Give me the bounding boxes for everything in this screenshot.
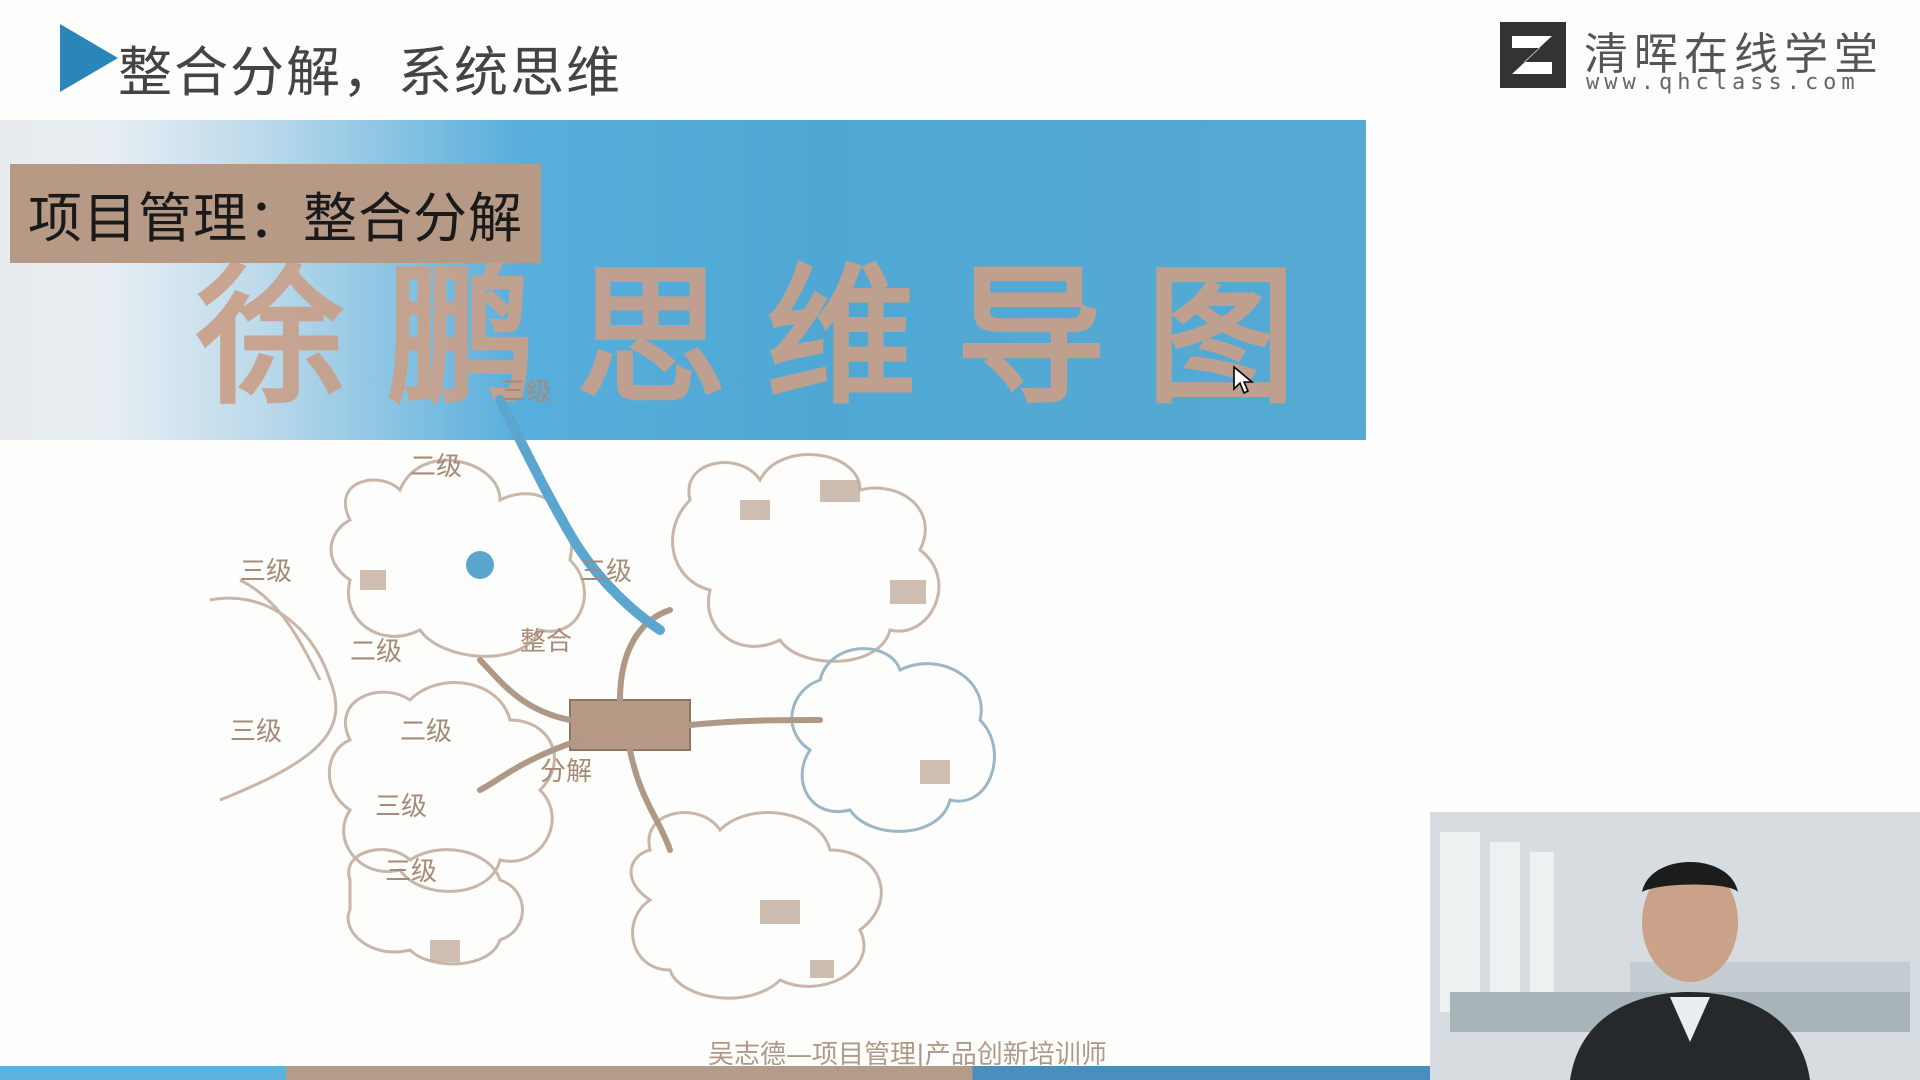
label-bottom-branch-3: 三级 [385,857,437,887]
cloud-top-left [329,458,586,658]
banner-big-title: 徐鹏思维导图 [196,249,1337,425]
slide-title: 整合分解，系统思维 [118,41,622,104]
logo-url: www.qhclass.com [1586,70,1860,95]
label-center-left: 整合 [520,627,572,657]
label-mid-branch: 分解 [540,757,592,787]
label-left-level2: 二级 [350,637,402,667]
logo-mark-icon [1500,22,1566,88]
label-top-branch: 三级 [580,557,632,587]
mind-map-illustration: 二级 三级 三级 三级 二级 整合 三级 二级 三级 三级 分解 [209,380,996,1000]
label-bottom-branch-1: 二级 [400,717,452,747]
webcam-video [1430,812,1920,1080]
cloud-lower-left [346,848,524,966]
label-bottom-branch-2: 三级 [375,792,427,822]
cloud-top-right [671,453,941,663]
mouse-cursor-icon [1233,365,1255,395]
label-top-left-level2: 二级 [410,452,462,482]
blue-branch [495,395,665,635]
label-top-level3: 三级 [500,380,552,407]
logo-name: 清晖在线学堂 [1584,29,1884,80]
cloud-bottom-right [629,811,883,1000]
cloud-right [790,647,996,833]
play-triangle-icon [60,24,118,92]
footer-bar [0,1066,1430,1080]
slide-banner: 徐鹏思维导图 项目管理：整合分解 [0,120,1366,440]
center-node [569,699,691,751]
cloud-bottom-left [327,681,556,893]
banner-caption: 项目管理：整合分解 [10,164,541,263]
label-left-level3-a: 三级 [240,557,292,587]
label-left-level3-b: 三级 [230,717,282,747]
footer-presenter: 吴志德—项目管理|产品创新培训师 [708,1040,1107,1070]
brand-logo: 清晖在线学堂 www.qhclass.com [1500,22,1900,95]
presenter-video-icon [1430,812,1920,1080]
